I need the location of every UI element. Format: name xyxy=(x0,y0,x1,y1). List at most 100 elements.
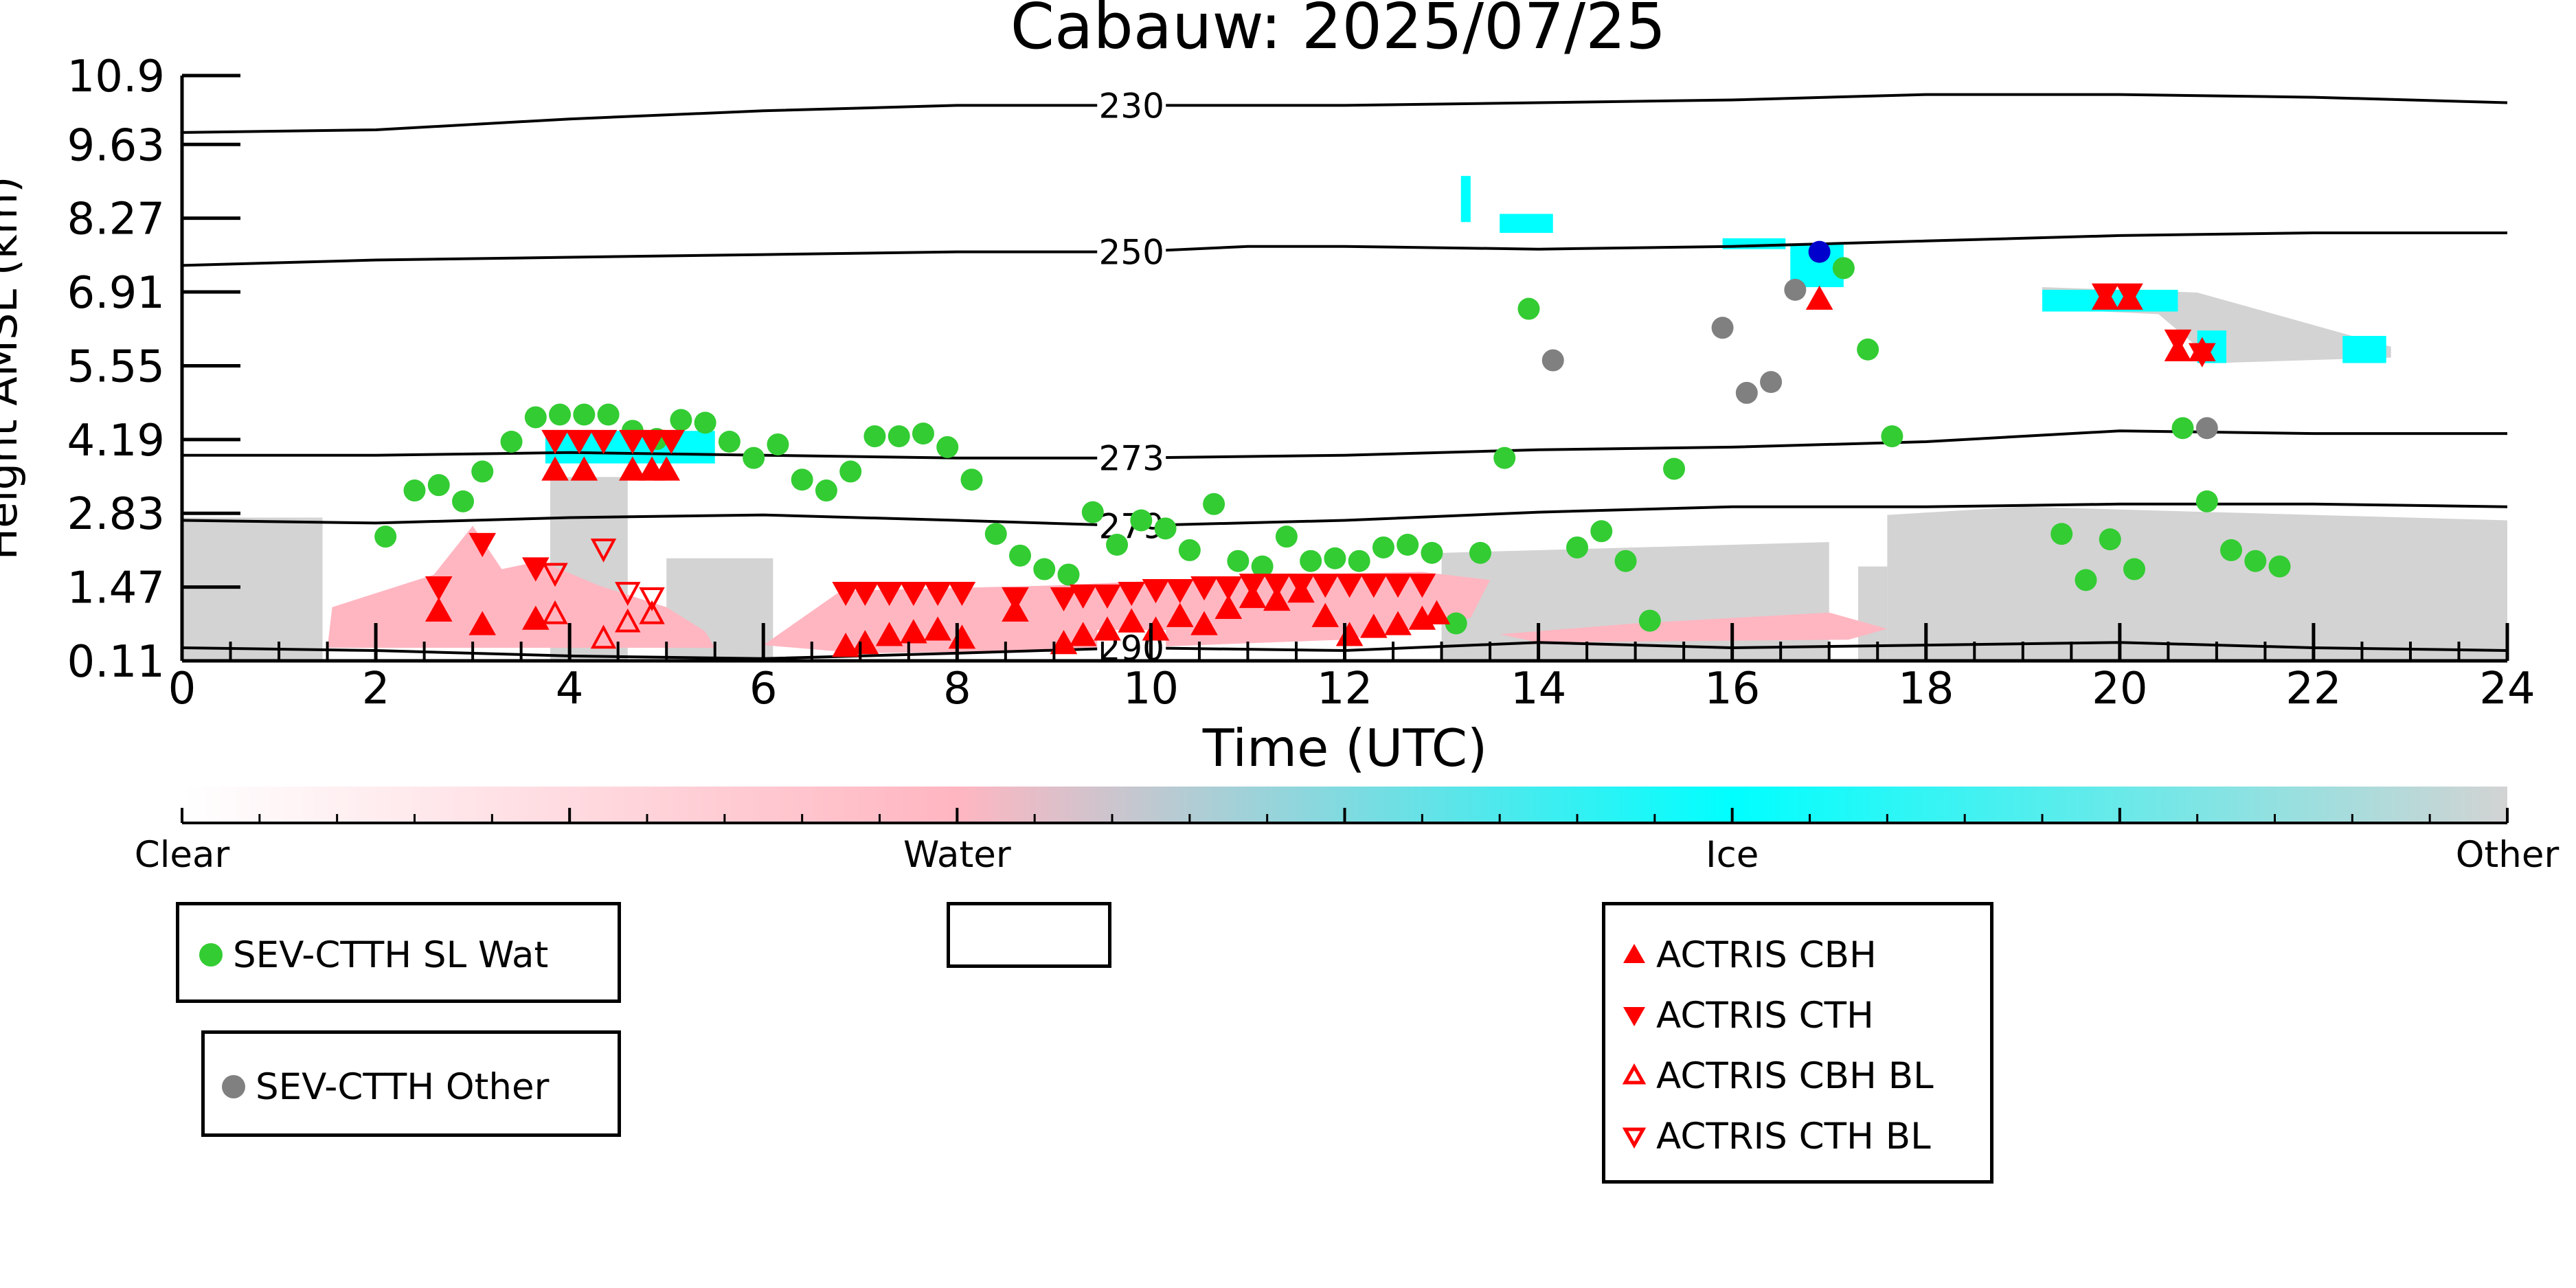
marker-circle xyxy=(1493,447,1516,469)
marker-circle xyxy=(1735,381,1758,404)
marker-triangle-up xyxy=(1384,611,1412,635)
grey-circle-marker-icon xyxy=(214,1066,256,1107)
marker-triangle-down xyxy=(657,429,686,455)
y-tick-label: 9.63 xyxy=(67,120,166,171)
marker-triangle-down xyxy=(1094,584,1121,609)
marker-circle xyxy=(2195,417,2218,440)
contour-label-bg xyxy=(1097,234,1166,270)
marker-circle xyxy=(1614,550,1637,572)
marker-triangle-up xyxy=(619,456,646,481)
marker-circle xyxy=(960,468,983,491)
marker-triangle-down xyxy=(619,429,646,455)
water-field-block xyxy=(327,526,715,648)
marker-triangle-down xyxy=(638,429,666,455)
marker-triangle-down xyxy=(1311,574,1340,598)
marker-circle xyxy=(597,403,620,426)
marker-circle xyxy=(2195,490,2218,512)
marker-triangle-up xyxy=(1069,622,1097,646)
contour-label: 230 xyxy=(1098,86,1164,126)
marker-triangle-up xyxy=(1118,608,1146,633)
marker-triangle-down-open xyxy=(542,563,568,587)
marker-triangle-down xyxy=(1002,587,1029,612)
marker-circle xyxy=(1324,547,1346,569)
marker-circle xyxy=(2171,417,2194,440)
x-tick-label: 2 xyxy=(362,664,390,714)
triangle-down-open-icon xyxy=(1615,1116,1656,1157)
marker-triangle-down xyxy=(1263,574,1291,598)
marker-triangle-down xyxy=(924,581,951,607)
contour-label-bg xyxy=(1097,440,1166,476)
marker-circle xyxy=(1203,493,1225,515)
marker-circle xyxy=(1808,240,1831,263)
x-tick-label: 4 xyxy=(556,664,584,714)
other-field-block xyxy=(1858,566,1888,661)
x-tick-label: 16 xyxy=(1704,664,1760,714)
marker-circle xyxy=(2050,523,2073,545)
marker-triangle-up-open xyxy=(639,600,665,624)
legend-actris-cth-label: ACTRIS CTH xyxy=(1656,994,1874,1037)
legend-sev-wat-label: SEV-CTTH SL Wat xyxy=(233,934,549,976)
colorbar-label: Clear xyxy=(135,834,230,876)
marker-triangle-up xyxy=(1050,630,1078,655)
marker-circle xyxy=(549,403,572,426)
water-field-block xyxy=(1500,612,1888,643)
marker-triangle-down xyxy=(1384,574,1412,598)
legend-sev-other-label: SEV-CTTH Other xyxy=(256,1065,550,1108)
marker-triangle-up xyxy=(900,619,927,644)
marker-triangle-down xyxy=(1239,574,1267,598)
marker-triangle-up-open xyxy=(590,624,617,649)
marker-triangle-down xyxy=(1069,584,1097,609)
marker-circle xyxy=(1275,526,1298,548)
marker-triangle-down xyxy=(541,429,569,455)
marker-triangle-down xyxy=(851,581,879,607)
legend-actris-cbh-label: ACTRIS CBH xyxy=(1656,934,1877,976)
marker-circle xyxy=(1784,278,1807,301)
x-tick-label: 22 xyxy=(2285,664,2341,714)
legend-actris: ACTRIS CBH ACTRIS CTH ACTRIS CBH BL ACTR… xyxy=(1602,902,1993,1184)
marker-circle xyxy=(1300,550,1322,572)
marker-triangle-up xyxy=(653,456,681,481)
marker-triangle-down-open xyxy=(590,538,617,563)
marker-triangle-up xyxy=(832,633,859,657)
marker-triangle-up xyxy=(1166,602,1194,627)
marker-triangle-down xyxy=(1360,574,1388,598)
y-tick-label: 2.83 xyxy=(67,489,166,540)
marker-circle xyxy=(1106,534,1129,556)
axes: 0 2 4 6 8 10 12 14 16 18 20 22 240.111.472.834.195.5… xyxy=(67,52,2535,714)
y-tick-label: 10.9 xyxy=(67,52,166,102)
marker-triangle-down xyxy=(589,429,618,455)
marker-circle xyxy=(743,447,765,469)
ice-field-block xyxy=(1500,214,1553,233)
x-tick-label: 14 xyxy=(1511,664,1566,714)
marker-triangle-up xyxy=(541,456,569,481)
marker-circle xyxy=(767,433,789,455)
y-axis-label: Height AMSL (km) xyxy=(0,177,27,561)
marker-circle xyxy=(1178,539,1201,561)
marker-circle xyxy=(1227,550,1250,572)
marker-triangle-up xyxy=(1335,622,1364,646)
x-tick-label: 0 xyxy=(168,664,196,714)
marker-triangle-up xyxy=(1311,602,1340,627)
marker-circle xyxy=(403,479,426,502)
marker-circle xyxy=(1517,297,1540,320)
chart-title: Cabauw: 2025/07/25 xyxy=(1010,0,1666,63)
marker-circle xyxy=(1397,534,1419,556)
legend-empty xyxy=(947,902,1111,968)
temperature-contour-line xyxy=(182,93,2507,134)
ice-field-block xyxy=(2342,336,2386,363)
marker-circle xyxy=(1857,338,1879,361)
marker-triangle-up xyxy=(1142,616,1170,641)
marker-triangle-up-open xyxy=(615,608,641,633)
temperature-contour-line xyxy=(182,502,2507,528)
contour-label: 273 xyxy=(1098,439,1164,479)
marker-circle xyxy=(1760,371,1783,394)
marker-triangle-down xyxy=(1287,574,1315,598)
ice-field-block xyxy=(1790,243,1844,287)
marker-circle xyxy=(1663,457,1686,480)
marker-triangle-up xyxy=(875,622,903,646)
colorbar-label: Ice xyxy=(1706,834,1759,876)
marker-triangle-down xyxy=(1050,587,1078,612)
marker-circle xyxy=(452,490,475,512)
y-tick-label: 6.91 xyxy=(67,268,166,319)
